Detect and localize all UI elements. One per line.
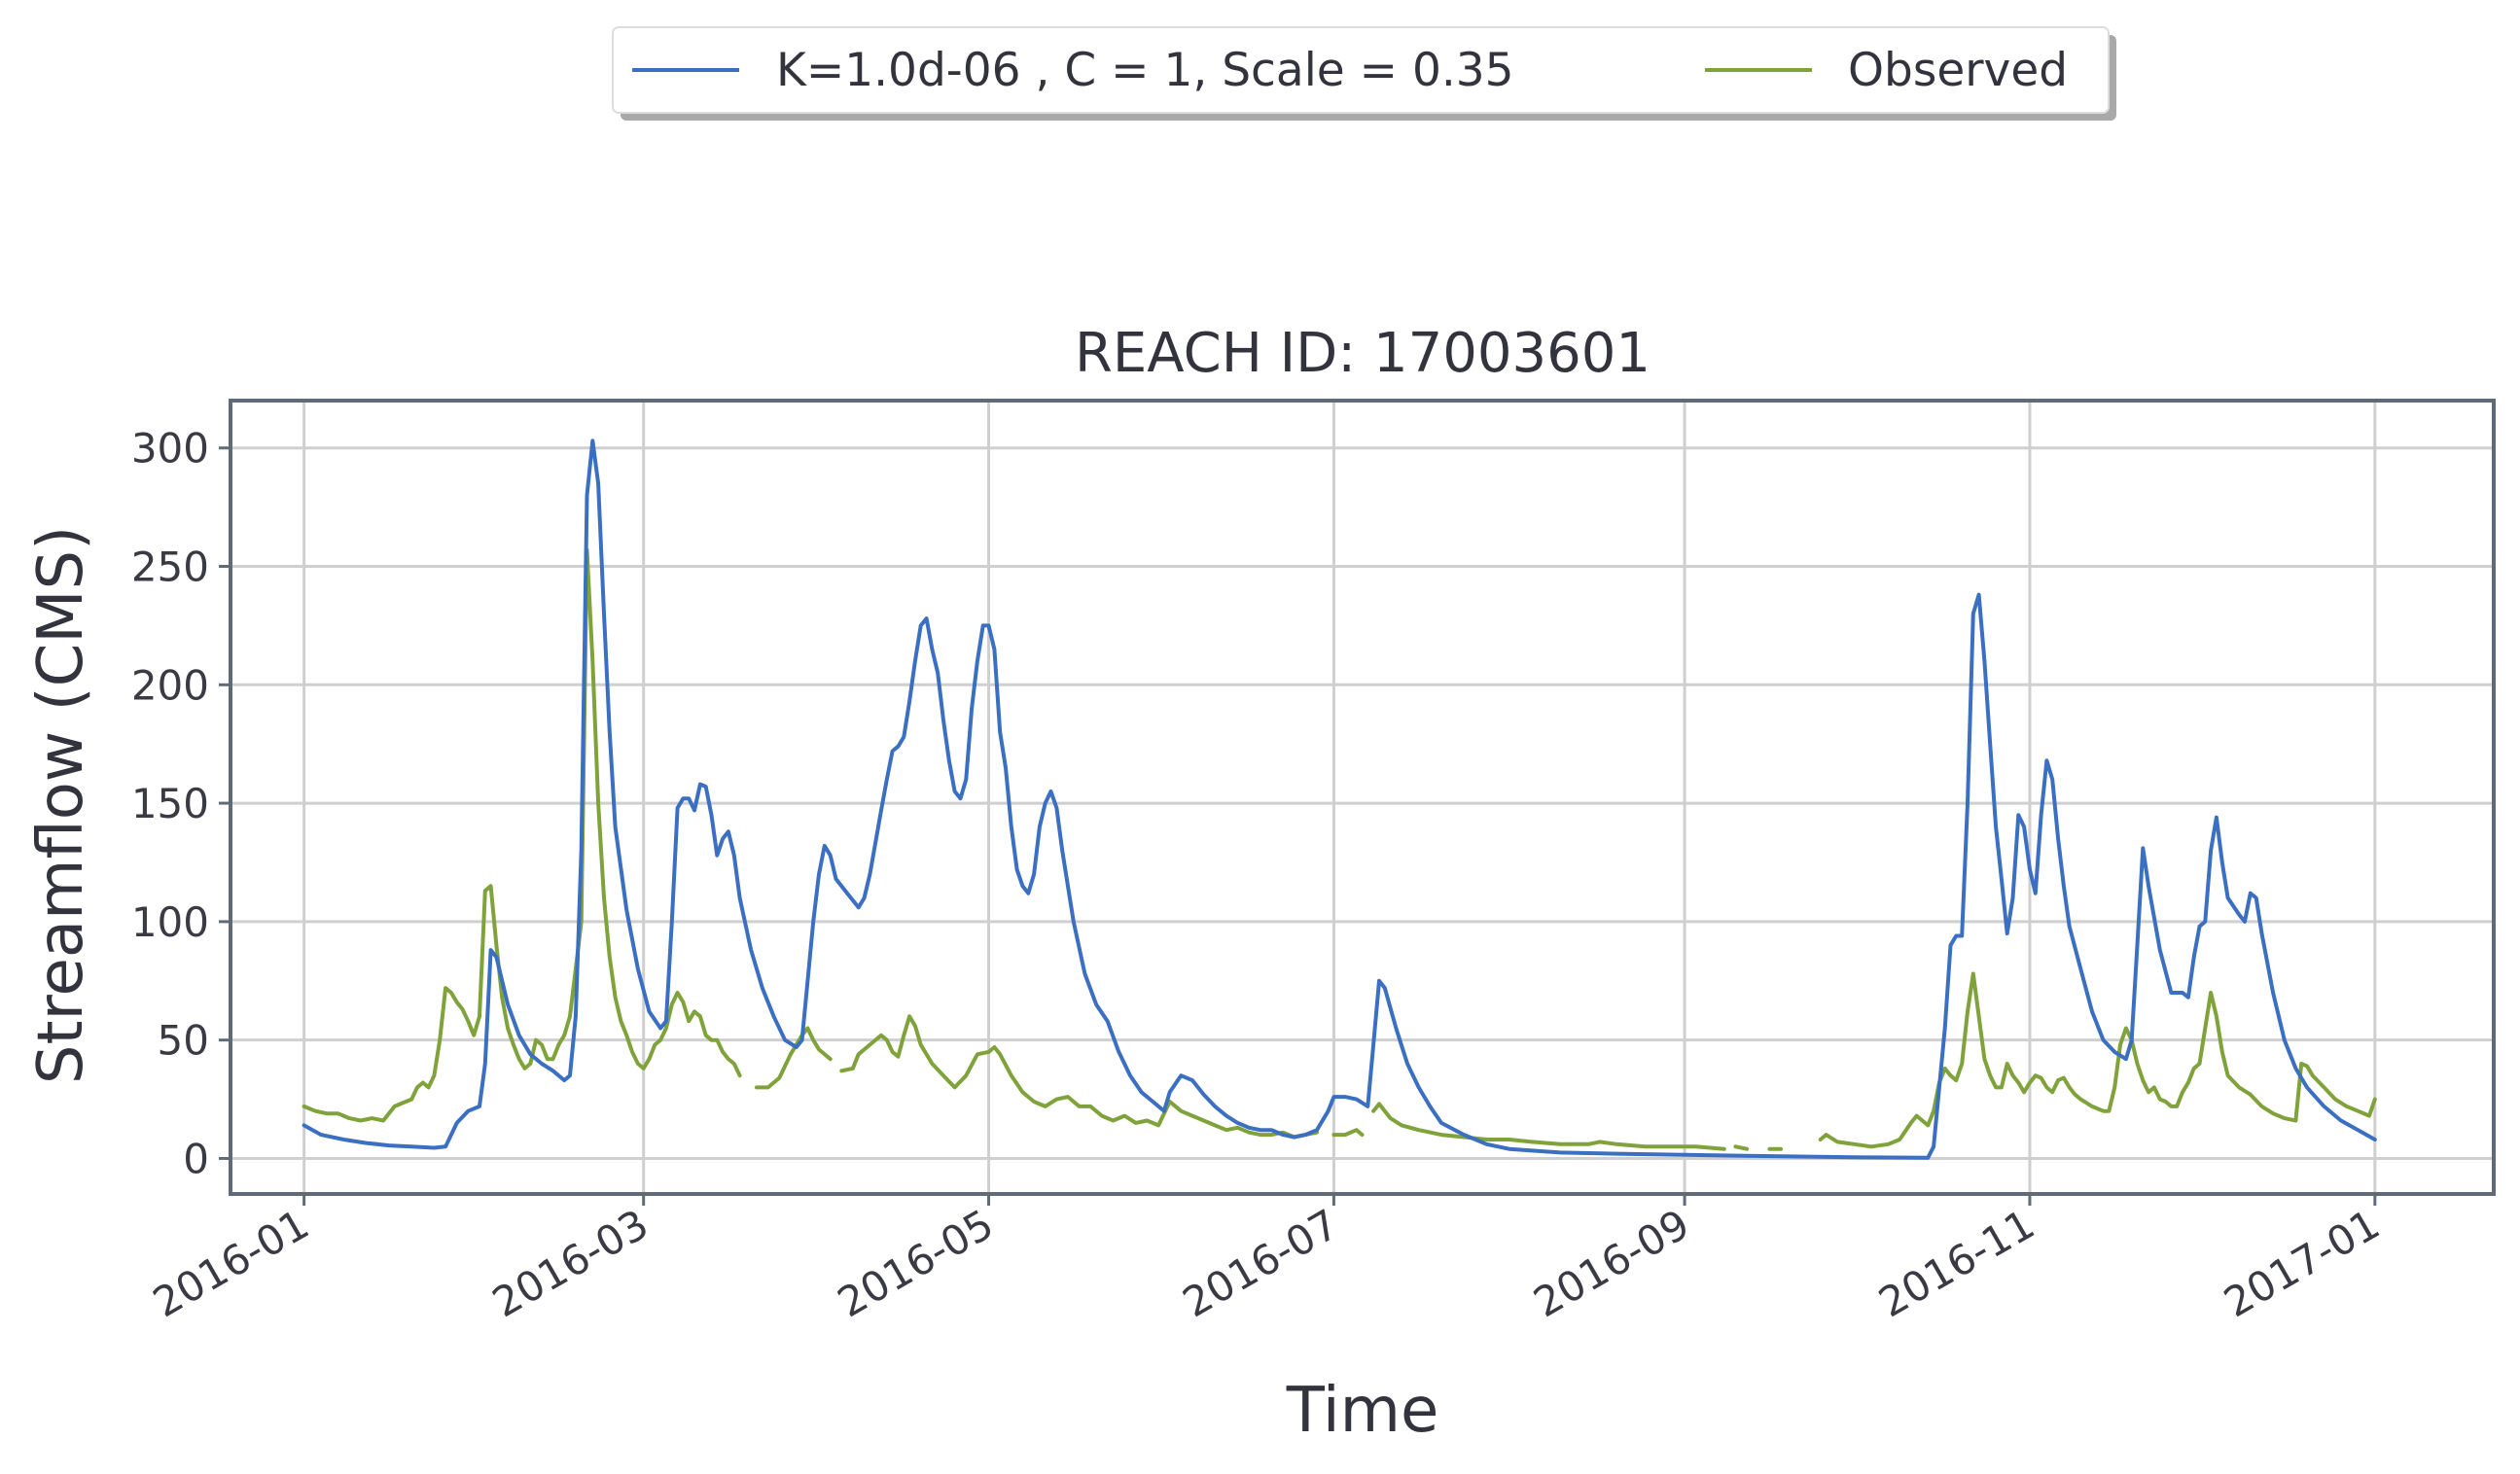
series-model-line	[302, 439, 2377, 1160]
legend-label-model: K=1.0d-06 , C = 1, Scale = 0.35	[776, 44, 1514, 97]
series-observed-line	[1371, 1102, 1726, 1151]
y-tick-label: 150	[131, 780, 209, 827]
legend-box	[612, 26, 2110, 114]
x-axis-title: Time	[1286, 1375, 1439, 1447]
y-tick-label: 0	[183, 1135, 209, 1182]
series-observed-line	[1818, 971, 2377, 1149]
legend: K=1.0d-06 , C = 1, Scale = 0.35 Observed	[612, 26, 2116, 121]
y-axis-title: Streamflow (CMS)	[25, 526, 97, 1084]
plot-frame	[229, 399, 2496, 1196]
series-observed-line	[839, 1014, 1319, 1140]
series-observed-line	[302, 547, 742, 1123]
y-tick-label: 100	[131, 898, 209, 946]
chart-title: REACH ID: 17003601	[1075, 322, 1650, 385]
series-observed-line	[1331, 1128, 1365, 1138]
y-tick-label: 200	[131, 661, 209, 709]
series-layer	[302, 439, 2377, 1160]
series-observed-line	[1733, 1144, 1750, 1151]
y-tick-label: 300	[131, 425, 209, 473]
y-tick-label: 250	[131, 544, 209, 591]
y-axis-ticks: 0 50 100 150 200 250 300	[131, 425, 231, 1182]
y-tick-label: 50	[158, 1017, 209, 1065]
legend-label-observed: Observed	[1848, 44, 2068, 97]
